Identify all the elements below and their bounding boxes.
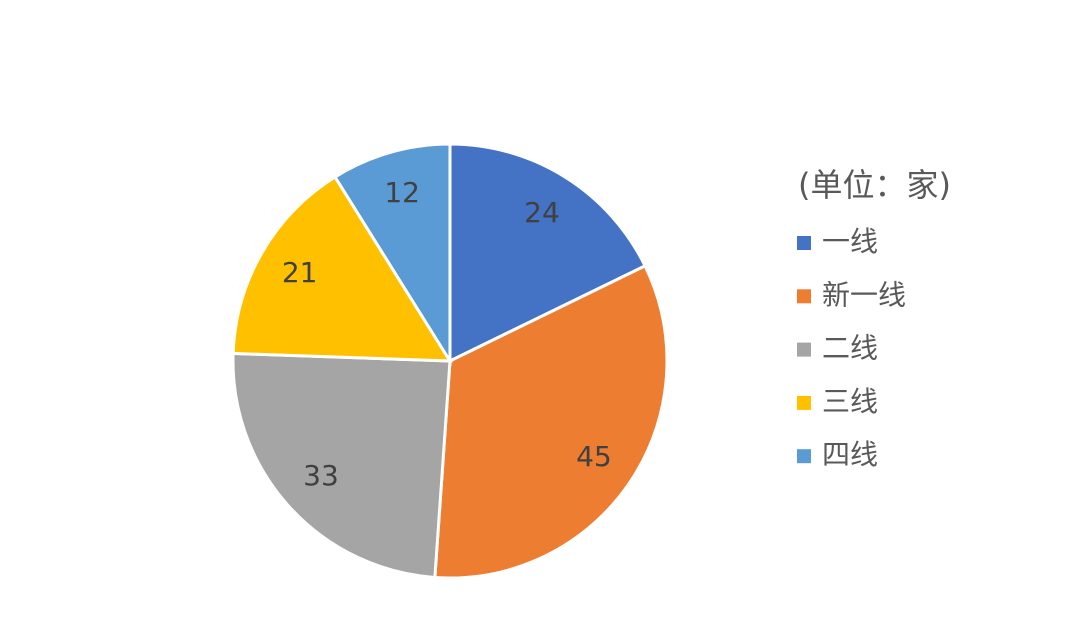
legend-swatch — [797, 342, 811, 357]
pie-slice — [448, 142, 648, 364]
legend-label: 三线 — [822, 385, 878, 418]
legend-label: 二线 — [822, 332, 878, 365]
data-label: 33 — [303, 459, 339, 492]
legend-swatch — [797, 236, 811, 250]
pie-slice — [332, 142, 452, 367]
legend-label: 四线 — [822, 438, 878, 471]
legend-swatch — [797, 395, 811, 410]
legend-title: (单位：家) — [798, 166, 951, 204]
legend-label: 新一线 — [822, 278, 906, 311]
data-label: 24 — [524, 196, 560, 229]
legend-swatch — [797, 449, 811, 464]
legend-label: 一线 — [822, 225, 878, 258]
legend-swatch — [797, 289, 811, 304]
data-label: 45 — [576, 440, 612, 473]
pie-slice — [231, 351, 452, 580]
data-label: 21 — [282, 256, 318, 289]
pie-slice — [231, 174, 453, 363]
data-label: 12 — [384, 176, 420, 209]
pie-slice — [433, 263, 669, 580]
